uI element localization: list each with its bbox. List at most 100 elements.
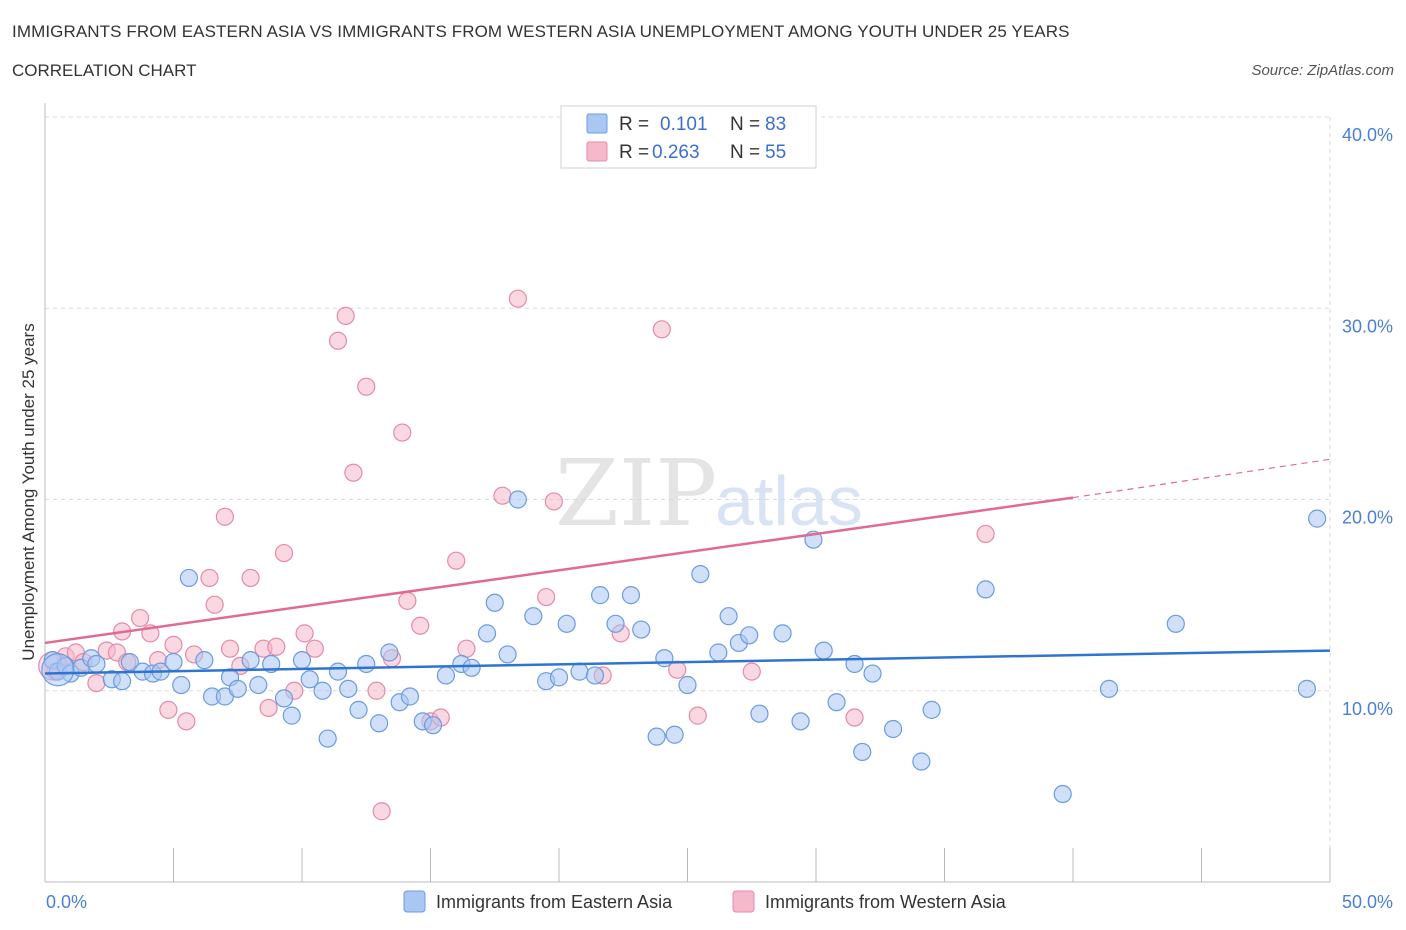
eastern-asia-point-15: [179, 568, 199, 588]
chart-title: IMMIGRANTS FROM EASTERN ASIA VS IMMIGRAN…: [12, 22, 1070, 41]
gridlines: [45, 116, 1331, 882]
eastern-asia-point-50: [557, 614, 576, 633]
western-asia-point-9: [130, 608, 150, 628]
western-asia-point-30: [336, 306, 355, 325]
western-asia-point-24: [267, 637, 286, 656]
eastern-asia-point-27: [300, 670, 319, 689]
eastern-asia-point-70: [814, 641, 833, 660]
legend-r-label-0: R =: [619, 114, 649, 135]
western-asia-point-17: [205, 595, 224, 614]
eastern-asia-point-28: [313, 681, 332, 700]
x-tick-label-0: 0.0%: [46, 892, 87, 912]
western-asia-point-31: [344, 463, 363, 482]
eastern-asia-point-45: [498, 645, 517, 664]
series-eastern-asia-points: [41, 490, 1327, 804]
bottom-legend-label-western-asia: Immigrants from Western Asia: [765, 892, 1007, 912]
western-asia-point-36: [393, 423, 412, 442]
eastern-asia-point-65: [740, 626, 759, 645]
eastern-asia-point-53: [591, 586, 610, 605]
eastern-asia-point-39: [423, 716, 443, 735]
western-asia-point-27: [295, 624, 314, 643]
western-asia-point-43: [493, 486, 512, 505]
western-asia-point-4: [87, 673, 106, 693]
western-asia-point-13: [164, 635, 183, 654]
western-asia-point-25: [274, 543, 294, 563]
y-tick-label-40: 40.0%: [1342, 125, 1393, 145]
legend-n-label-0: N =: [730, 114, 760, 135]
eastern-asia-point-30: [328, 662, 348, 681]
eastern-asia-point-9: [120, 652, 139, 672]
western-asia-point-14: [177, 712, 196, 731]
eastern-asia-point-62: [709, 643, 728, 662]
eastern-asia-point-83: [1308, 509, 1327, 528]
eastern-asia-point-57: [647, 727, 666, 746]
western-asia-point-19: [220, 639, 240, 658]
eastern-asia-point-46: [508, 490, 527, 509]
eastern-asia-point-40: [436, 666, 456, 685]
chart-subtitle: CORRELATION CHART: [12, 61, 197, 80]
western-asia-point-37: [398, 591, 417, 610]
western-asia-point-12: [159, 700, 178, 719]
watermark-atlas: atlas: [715, 462, 863, 540]
western-asia-point-42: [457, 639, 476, 658]
eastern-asia-point-20: [228, 679, 247, 698]
eastern-asia-point-14: [172, 675, 191, 695]
trend-line-eastern-asia: [44, 649, 1331, 675]
bottom-legend-label-eastern-asia: Immigrants from Eastern Asia: [436, 892, 673, 912]
western-asia-point-41: [447, 551, 466, 570]
eastern-asia-point-75: [883, 719, 903, 739]
eastern-asia-point-80: [1099, 679, 1119, 698]
eastern-asia-point-78: [976, 580, 995, 599]
eastern-asia-point-81: [1166, 614, 1185, 633]
eastern-asia-point-49: [549, 668, 569, 687]
eastern-asia-point-24: [274, 689, 294, 708]
eastern-asia-point-35: [380, 643, 399, 662]
eastern-asia-point-55: [621, 586, 641, 605]
eastern-asia-point-16: [195, 651, 214, 670]
eastern-asia-point-13: [164, 652, 183, 672]
western-asia-point-21: [241, 568, 260, 588]
legend-swatch-western-asia: [586, 141, 608, 162]
eastern-asia-point-66: [750, 704, 769, 723]
trend-lines: [44, 458, 1331, 675]
legend-n-value-0: 83: [765, 114, 786, 135]
eastern-asia-point-32: [349, 700, 368, 719]
western-asia-point-46: [544, 492, 563, 511]
western-asia-point-38: [411, 616, 430, 635]
western-asia-point-49: [652, 320, 671, 339]
western-asia-point-44: [508, 289, 527, 308]
trend-line-western-asia-extension: [1072, 458, 1331, 499]
western-asia-point-33: [367, 681, 386, 700]
legend-r-value-1: 0.263: [652, 142, 700, 163]
eastern-asia-point-31: [339, 679, 358, 698]
eastern-asia-point-43: [477, 624, 497, 643]
eastern-asia-point-44: [485, 593, 504, 612]
eastern-asia-point-73: [853, 742, 872, 762]
eastern-asia-point-59: [665, 725, 684, 744]
eastern-asia-point-26: [292, 651, 312, 670]
eastern-asia-point-47: [524, 607, 543, 626]
eastern-asia-point-79: [1053, 784, 1072, 804]
western-asia-point-52: [742, 662, 761, 681]
y-tick-label-30: 30.0%: [1342, 316, 1393, 336]
watermark: ZIP atlas: [555, 440, 863, 547]
eastern-asia-point-37: [400, 687, 420, 706]
eastern-asia-point-21: [241, 651, 260, 670]
western-asia-point-45: [537, 587, 556, 607]
eastern-asia-point-6: [87, 654, 106, 674]
eastern-asia-point-8: [112, 672, 132, 691]
eastern-asia-point-82: [1297, 679, 1316, 698]
series-western-asia-points: [38, 289, 995, 821]
western-asia-point-51: [688, 706, 707, 725]
eastern-asia-point-63: [719, 607, 738, 626]
western-asia-point-34: [372, 802, 391, 821]
eastern-asia-point-56: [632, 620, 651, 639]
eastern-asia-point-34: [370, 714, 389, 733]
eastern-asia-point-54: [606, 614, 625, 633]
eastern-asia-point-67: [773, 624, 792, 643]
legend-n-label-1: N =: [730, 142, 760, 163]
watermark-zip: ZIP: [555, 440, 717, 547]
axes: 10.0% 20.0% 30.0% 40.0%: [44, 103, 1393, 883]
eastern-asia-point-51: [570, 662, 589, 681]
